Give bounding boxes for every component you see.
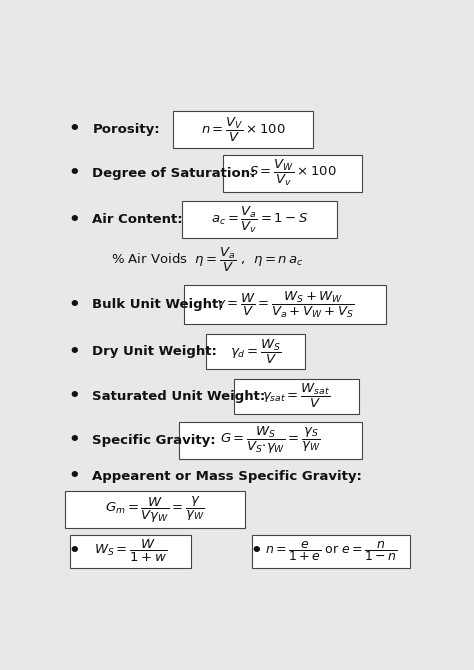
Text: $\gamma_{sat} = \dfrac{W_{sat}}{V}$: $\gamma_{sat} = \dfrac{W_{sat}}{V}$ xyxy=(262,382,330,410)
Text: $a_c = \dfrac{V_a}{V_v} = 1-S$: $a_c = \dfrac{V_a}{V_v} = 1-S$ xyxy=(211,204,308,235)
FancyBboxPatch shape xyxy=(65,491,245,528)
Text: $\%$ Air Voids  $\eta = \dfrac{V_a}{V}$ ,  $\eta = n\,a_c$: $\%$ Air Voids $\eta = \dfrac{V_a}{V}$ ,… xyxy=(110,246,303,274)
Text: Dry Unit Weight:: Dry Unit Weight: xyxy=(92,345,217,358)
Text: $n = \dfrac{e}{1+e}$ or $e = \dfrac{n}{1-n}$: $n = \dfrac{e}{1+e}$ or $e = \dfrac{n}{1… xyxy=(264,539,398,563)
Text: $\gamma_d = \dfrac{W_S}{V}$: $\gamma_d = \dfrac{W_S}{V}$ xyxy=(230,338,282,366)
Text: Saturated Unit Weight:: Saturated Unit Weight: xyxy=(92,390,265,403)
Text: Appearent or Mass Specific Gravity:: Appearent or Mass Specific Gravity: xyxy=(92,470,362,482)
FancyBboxPatch shape xyxy=(182,201,337,239)
Text: Degree of Saturation:: Degree of Saturation: xyxy=(92,167,256,180)
Text: •: • xyxy=(68,121,80,139)
Text: $W_S = \dfrac{W}{1+w}$: $W_S = \dfrac{W}{1+w}$ xyxy=(94,539,167,565)
Text: $n = \dfrac{V_V}{V}\times 100$: $n = \dfrac{V_V}{V}\times 100$ xyxy=(201,115,285,143)
Text: •: • xyxy=(68,543,80,560)
FancyBboxPatch shape xyxy=(206,334,305,369)
Text: $S = \dfrac{V_W}{V_v}\times 100$: $S = \dfrac{V_W}{V_v}\times 100$ xyxy=(249,158,336,188)
Text: Air Content:: Air Content: xyxy=(92,213,183,226)
FancyBboxPatch shape xyxy=(179,422,362,459)
FancyBboxPatch shape xyxy=(70,535,191,568)
Text: •: • xyxy=(68,387,80,405)
Text: $G_m = \dfrac{W}{V\gamma_W} = \dfrac{\gamma}{\gamma_W}$: $G_m = \dfrac{W}{V\gamma_W} = \dfrac{\ga… xyxy=(105,494,205,525)
FancyBboxPatch shape xyxy=(252,535,410,568)
Text: •: • xyxy=(68,467,80,485)
Text: •: • xyxy=(68,343,80,360)
Text: $\gamma = \dfrac{W}{V} = \dfrac{W_S + W_W}{V_a + V_W + V_S}$: $\gamma = \dfrac{W}{V} = \dfrac{W_S + W_… xyxy=(216,289,355,320)
FancyBboxPatch shape xyxy=(234,379,359,413)
FancyBboxPatch shape xyxy=(223,155,362,192)
Text: •: • xyxy=(68,210,80,228)
Text: •: • xyxy=(68,431,80,450)
Text: $G = \dfrac{W_S}{V_S{\cdot}\gamma_W} = \dfrac{\gamma_S}{\gamma_W}$: $G = \dfrac{W_S}{V_S{\cdot}\gamma_W} = \… xyxy=(220,425,321,456)
Text: Bulk Unit Weight:: Bulk Unit Weight: xyxy=(92,298,224,312)
FancyBboxPatch shape xyxy=(173,111,313,148)
Text: •: • xyxy=(68,296,80,314)
Text: Porosity:: Porosity: xyxy=(92,123,160,136)
Text: Specific Gravity:: Specific Gravity: xyxy=(92,434,216,447)
FancyBboxPatch shape xyxy=(184,285,386,324)
Text: •: • xyxy=(68,164,80,182)
Text: •: • xyxy=(250,543,262,560)
